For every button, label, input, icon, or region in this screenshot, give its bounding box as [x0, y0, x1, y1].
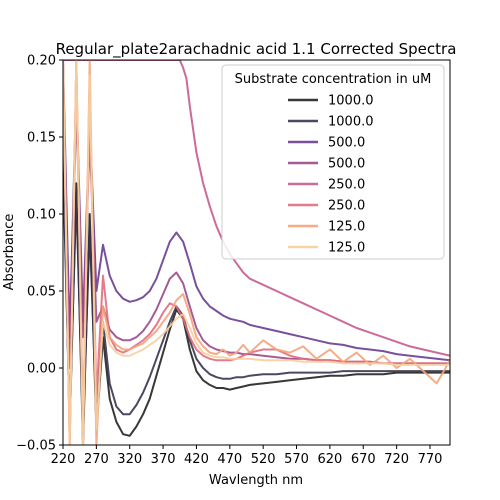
- x-axis: 220 270 320 370 420 470 520 570 620 670 720 770: [51, 445, 443, 467]
- legend-label: 500.0: [328, 157, 365, 172]
- legend-label: 500.0: [328, 136, 365, 151]
- x-tick-label: 320: [117, 452, 142, 467]
- series-line-6: [63, 60, 450, 445]
- x-tick-label: 570: [284, 452, 309, 467]
- x-tick-label: 270: [84, 452, 109, 467]
- series-line-7: [63, 60, 450, 445]
- y-tick-label: 0.15: [27, 131, 56, 146]
- chart-title: Regular_plate2arachadnic acid 1.1 Correc…: [56, 40, 457, 59]
- legend: Substrate concentration in uM 1000.01000…: [221, 64, 445, 260]
- legend-label: 1000.0: [328, 94, 374, 109]
- y-tick-label: 0.05: [27, 285, 56, 300]
- x-tick-label: 670: [351, 452, 376, 467]
- legend-label: 250.0: [328, 178, 365, 193]
- y-tick-label: 0.00: [27, 362, 56, 377]
- x-tick-label: 220: [51, 452, 76, 467]
- series-layer: [63, 60, 450, 445]
- x-tick-label: 620: [317, 452, 342, 467]
- x-tick-label: 420: [184, 452, 209, 467]
- x-axis-label: Wavlength nm: [209, 473, 303, 488]
- legend-entries: 1000.0 1000.0 500.0 500.0 250.0 250.0 125.0 125…: [288, 94, 374, 256]
- y-tick-label: 0.10: [27, 208, 56, 223]
- legend-title: Substrate concentration in uM: [235, 72, 432, 87]
- y-axis: −0.05 0.00 0.05 0.10 0.15 0.20: [16, 54, 63, 454]
- series-line-1: [63, 167, 450, 431]
- y-tick-label: −0.05: [16, 439, 56, 454]
- legend-label: 125.0: [328, 220, 365, 235]
- legend-box: [221, 64, 445, 260]
- y-tick-label: 0.20: [27, 54, 56, 69]
- x-tick-label: 470: [217, 452, 242, 467]
- y-axis-label: Absorbance: [2, 214, 17, 291]
- x-tick-label: 720: [384, 452, 409, 467]
- x-tick-label: 770: [418, 452, 443, 467]
- x-tick-label: 520: [251, 452, 276, 467]
- x-tick-label: 370: [151, 452, 176, 467]
- legend-label: 1000.0: [328, 115, 374, 130]
- series-line-0: [63, 136, 450, 445]
- legend-label: 250.0: [328, 199, 365, 214]
- legend-label: 125.0: [328, 241, 365, 256]
- series-line-2: [63, 60, 450, 362]
- plot-frame: [62, 59, 451, 446]
